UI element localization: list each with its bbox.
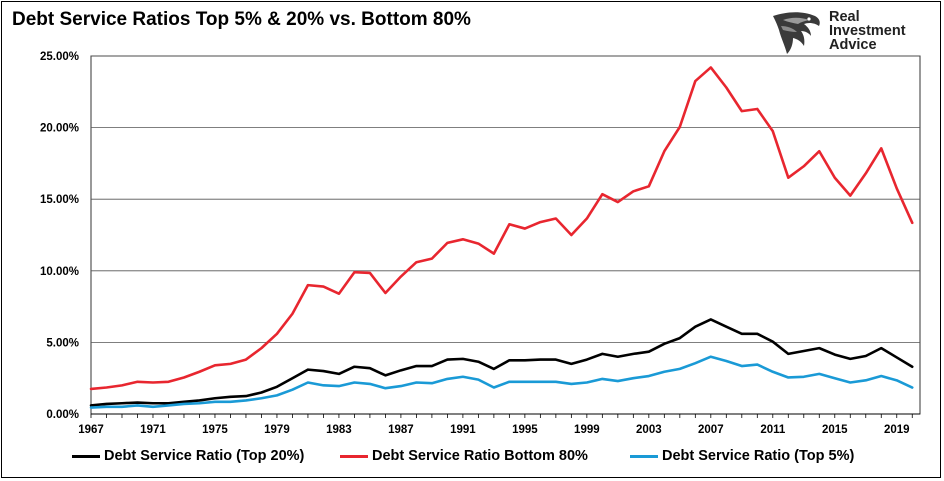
x-tick-label: 1991: [450, 424, 476, 436]
eagle-head-icon: [773, 12, 820, 54]
legend-swatch-top20: [72, 455, 100, 458]
legend-label-top20: Debt Service Ratio (Top 20%): [104, 448, 305, 464]
y-tick-label: 5.00%: [46, 337, 79, 349]
axis-layer: 0.00% 5.00% 10.00% 15.00% 20.00% 25.00% 1967 19…: [40, 51, 920, 436]
series-line-1: [89, 66, 914, 391]
plot-area-border: [90, 55, 921, 415]
legend: Debt Service Ratio (Top 20%) Debt Servic…: [0, 446, 944, 466]
brand-name: Real Investment Advice: [829, 9, 906, 53]
x-tick-label: 1999: [574, 424, 600, 436]
x-tick-label: 2019: [884, 424, 910, 436]
legend-label-top5: Debt Service Ratio (Top 5%): [662, 448, 855, 464]
brand-line-2: Investment: [829, 23, 906, 39]
brand-logo: Real Investment Advice: [771, 8, 931, 60]
y-tick-label: 25.00%: [40, 51, 79, 63]
series-layer: [89, 66, 914, 409]
y-tick-label: 0.00%: [46, 409, 79, 421]
legend-swatch-bottom80: [340, 455, 368, 458]
x-tick-label: 2011: [760, 424, 786, 436]
grid-layer: [90, 55, 921, 415]
x-tick-label: 2003: [636, 424, 662, 436]
x-tick-label: 1983: [326, 424, 352, 436]
x-tick-label: 1971: [140, 424, 166, 436]
x-tick-label: 1987: [388, 424, 414, 436]
legend-label-bottom80: Debt Service Ratio Bottom 80%: [372, 448, 588, 464]
x-tick-label: 1975: [202, 424, 228, 436]
y-tick-label: 10.00%: [40, 266, 79, 278]
series-line-0: [89, 318, 914, 407]
x-tick-label: 2015: [822, 424, 848, 436]
x-tick-label: 1967: [78, 424, 104, 436]
x-tick-label: 1995: [512, 424, 538, 436]
y-tick-label: 15.00%: [40, 194, 79, 206]
chart-title: Debt Service Ratios Top 5% & 20% vs. Bot…: [12, 9, 471, 30]
brand-line-1: Real: [829, 9, 860, 25]
series-line-2: [89, 355, 914, 409]
brand-line-3: Advice: [829, 37, 877, 53]
x-tick-label: 1979: [264, 424, 290, 436]
legend-swatch-top5: [630, 455, 658, 458]
y-tick-label: 20.00%: [40, 123, 79, 135]
x-tick-label: 2007: [698, 424, 724, 436]
